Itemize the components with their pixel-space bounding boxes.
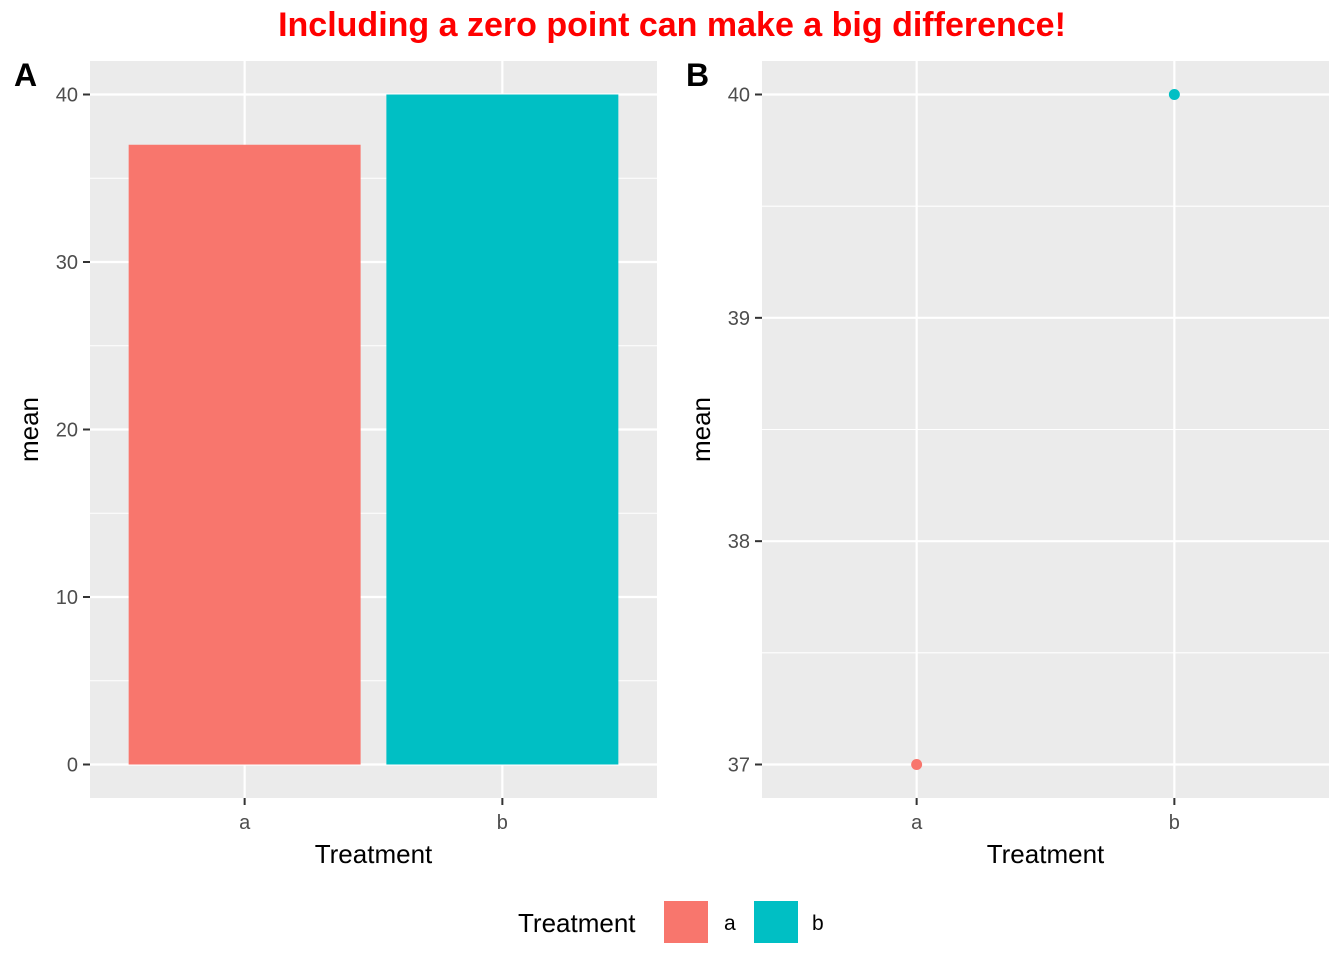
legend-title: Treatment <box>518 908 636 938</box>
y-tick-label: 0 <box>67 755 78 777</box>
y-tick-label: 37 <box>728 755 750 777</box>
x-axis-title: Treatment <box>315 839 433 869</box>
legend-label-b: b <box>812 912 824 935</box>
x-tick-label: b <box>1169 812 1180 834</box>
panel-b: 37 38 39 40 a b Treatment mean B <box>686 57 1329 869</box>
legend: Treatment a b <box>518 901 824 943</box>
x-tick-label: a <box>911 812 923 834</box>
y-tick-label: 39 <box>728 308 750 330</box>
y-axis-title: mean <box>14 397 44 462</box>
y-tick-label: 38 <box>728 531 750 553</box>
bar-b <box>386 94 619 765</box>
panel-tag: A <box>14 57 37 93</box>
point-a <box>911 759 923 770</box>
legend-label-a: a <box>724 912 736 935</box>
y-tick-label: 20 <box>56 420 78 442</box>
y-tick-label: 40 <box>56 85 78 107</box>
figure-title: Including a zero point can make a big di… <box>278 6 1066 44</box>
x-axis-title: Treatment <box>987 839 1105 869</box>
y-tick-label: 10 <box>56 587 78 609</box>
y-axis-title: mean <box>686 397 716 462</box>
panel-a: 0 10 20 30 40 a b Treatment mean A <box>14 57 657 869</box>
legend-key-a <box>664 901 708 943</box>
point-b <box>1168 89 1180 100</box>
bar-a <box>128 144 361 765</box>
panel-tag: B <box>686 57 709 93</box>
legend-key-b <box>754 901 798 943</box>
y-tick-label: 40 <box>728 85 750 107</box>
y-tick-label: 30 <box>56 252 78 274</box>
x-tick-label: b <box>497 812 508 834</box>
x-tick-label: a <box>239 812 251 834</box>
